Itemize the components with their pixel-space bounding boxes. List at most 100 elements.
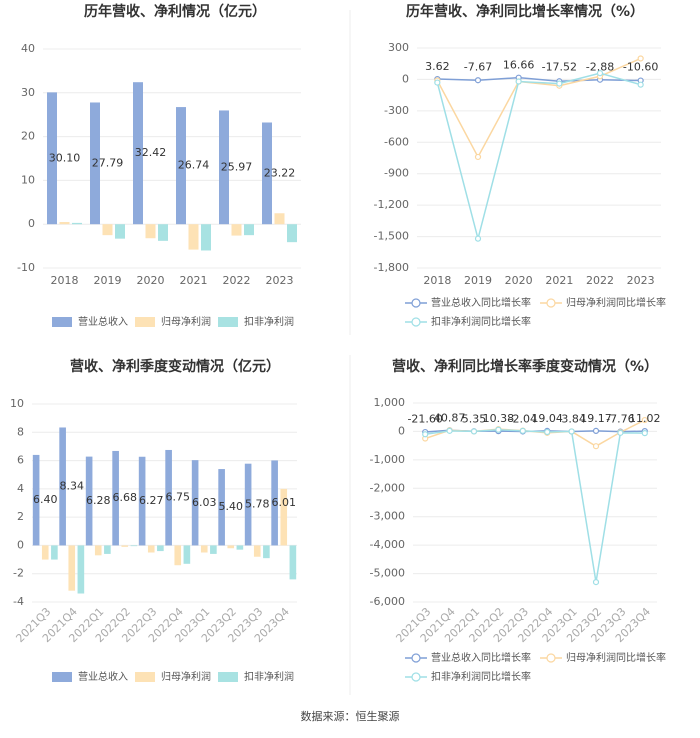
legend-swatch [411, 653, 421, 663]
point [637, 81, 644, 88]
line [437, 76, 641, 83]
x-tick-label: 2020 [505, 274, 533, 287]
source-note: 数据来源：恒生聚源 [301, 709, 400, 723]
point [446, 427, 453, 434]
point [474, 77, 482, 84]
y-tick-label: -3,000 [370, 510, 405, 523]
y-tick-label: -4,000 [370, 538, 405, 551]
point [519, 427, 526, 434]
value-label: 10.38 [483, 412, 515, 425]
legend-label: 扣非净利润 [244, 670, 294, 683]
y-tick-label: 0 [402, 72, 409, 85]
point [495, 426, 502, 433]
bar [32, 454, 40, 546]
x-tick-label: 2018 [423, 274, 451, 287]
value-label: 40.87 [434, 411, 466, 424]
legend-label: 归母净利润同比增长率 [566, 651, 666, 664]
x-tick-label: 2021 [180, 274, 208, 287]
legend-label: 扣非净利润 [244, 315, 294, 328]
y-tick-label: -1,500 [374, 230, 409, 243]
x-tick-label: 2020 [137, 274, 165, 287]
legend-label: 归母净利润同比增长率 [566, 296, 666, 309]
x-tick-label: 2023 [627, 274, 655, 287]
bar [102, 224, 113, 236]
y-tick-label: 2 [17, 510, 24, 523]
value-label: 6.68 [113, 491, 138, 504]
point [617, 429, 624, 436]
bar [115, 224, 125, 239]
bar [231, 224, 242, 236]
bar [85, 456, 93, 546]
value-label: 26.74 [178, 159, 210, 172]
legend-swatch [411, 298, 421, 308]
y-tick-label: 8 [17, 425, 24, 438]
x-tick-label: 2022 [223, 274, 251, 287]
bar [138, 456, 146, 546]
legend-swatch [135, 672, 155, 682]
line [436, 57, 641, 159]
y-tick-label: -6,000 [370, 595, 405, 608]
value-label: 11.02 [629, 412, 661, 425]
bar [271, 460, 278, 546]
y-tick-label: 0 [17, 538, 24, 551]
point [515, 78, 522, 85]
value-label: 5.78 [245, 498, 270, 511]
legend-label: 营业总收入 [78, 315, 128, 328]
value-label: 27.79 [92, 156, 124, 169]
bar [253, 545, 261, 557]
bar [280, 488, 288, 546]
chart-title: 营收、净利同比增长率季度变动情况（%） [392, 358, 658, 375]
legend-swatch [218, 317, 238, 327]
point [592, 427, 600, 434]
bar [112, 450, 119, 546]
legend-label: 营业总收入 [78, 670, 128, 683]
value-label: 6.40 [33, 493, 58, 506]
point [474, 153, 482, 161]
bar [244, 224, 254, 236]
bar [201, 224, 211, 251]
legend-swatch [52, 672, 72, 682]
legend-label: 营业总收入同比增长率 [431, 651, 531, 664]
legend-label: 归母净利润 [161, 315, 211, 328]
value-label: -2.04 [509, 412, 537, 425]
y-tick-label: -600 [384, 135, 409, 148]
bar [121, 545, 129, 547]
line [425, 428, 645, 583]
bar [287, 224, 297, 243]
line [436, 72, 641, 242]
value-label: 25.97 [221, 160, 253, 173]
bar [263, 545, 270, 559]
legend-swatch [218, 672, 238, 682]
bar [90, 102, 100, 225]
chart-title: 历年营收、净利同比增长率情况（%） [406, 3, 644, 20]
value-label: 5.35 [462, 412, 487, 425]
bar [174, 545, 182, 566]
y-tick-label: 1,000 [374, 396, 406, 409]
y-tick-label: 30 [21, 86, 35, 99]
y-tick-label: -1,800 [374, 261, 409, 274]
bar [210, 545, 217, 554]
bar [133, 82, 143, 225]
bar [183, 545, 191, 564]
point [568, 428, 575, 435]
point [637, 55, 644, 62]
bar [59, 427, 66, 546]
y-tick-label: 10 [10, 397, 24, 410]
bar [147, 545, 155, 553]
value-label: -7.76 [606, 412, 634, 425]
y-tick-label: -4 [13, 595, 24, 608]
bar [262, 122, 272, 225]
y-tick-label: -2 [13, 567, 24, 580]
legend-swatch [546, 653, 556, 663]
legend-label: 归母净利润 [161, 670, 211, 683]
x-tick-label: 2023 [266, 274, 294, 287]
bar [41, 545, 49, 560]
y-tick-label: 20 [21, 130, 35, 143]
legend-label: 扣非净利润同比增长率 [431, 670, 531, 683]
value-label: -21.60 [407, 412, 442, 425]
y-tick-label: 10 [21, 173, 35, 186]
point [592, 578, 600, 586]
y-tick-label: -300 [384, 104, 409, 117]
legend-swatch [546, 298, 556, 308]
point [556, 80, 563, 87]
